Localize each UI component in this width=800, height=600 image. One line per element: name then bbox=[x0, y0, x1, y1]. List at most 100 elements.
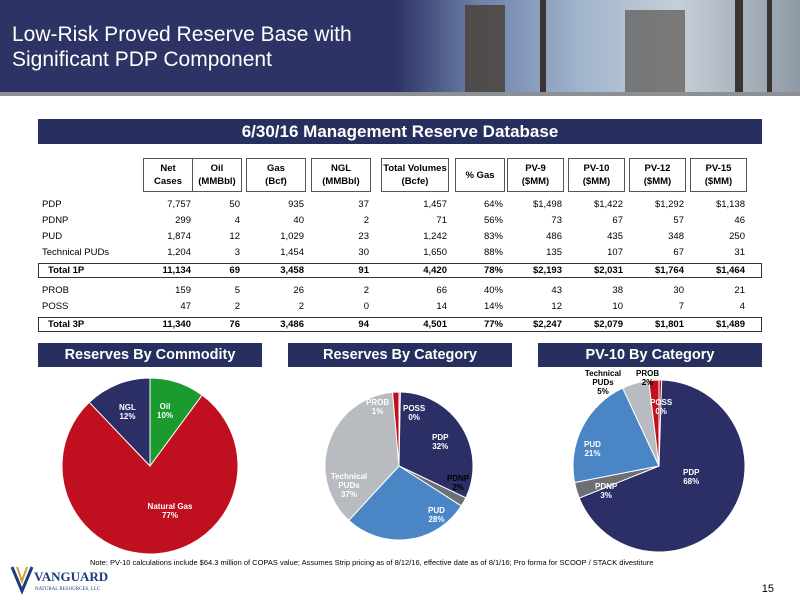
column-header: Net Cases bbox=[143, 158, 193, 192]
category-banner: Reserves By Category bbox=[288, 343, 512, 367]
pie-slice bbox=[149, 377, 203, 468]
table-cell: 4 bbox=[739, 301, 745, 312]
table-cell: 50 bbox=[229, 199, 240, 210]
pie-slice-label: PROB 2% bbox=[636, 369, 660, 387]
row-label: Technical PUDs bbox=[42, 247, 110, 258]
table-cell: 57 bbox=[673, 215, 684, 226]
pie-slice bbox=[648, 379, 660, 467]
column-header: Oil (MMBbl) bbox=[192, 158, 242, 192]
table-cell: 486 bbox=[546, 231, 562, 242]
table-cell: 67 bbox=[673, 247, 684, 258]
column-header: NGL (MMBbl) bbox=[311, 158, 371, 192]
column-header: Total Volumes (Bcfe) bbox=[381, 158, 449, 192]
column-header: PV-15 ($MM) bbox=[690, 158, 747, 192]
table-cell: 7,757 bbox=[167, 199, 191, 210]
table-cell: 935 bbox=[288, 199, 304, 210]
table-cell: 69 bbox=[229, 265, 240, 276]
table-cell: 26 bbox=[293, 285, 304, 296]
pie-slice-label: PUD 21% bbox=[584, 440, 601, 458]
table-cell: $1,422 bbox=[593, 199, 623, 210]
pie-slice-label: Oil 10% bbox=[157, 402, 174, 420]
table-cell: 107 bbox=[607, 247, 623, 258]
table-cell: 71 bbox=[436, 215, 447, 226]
table-cell: 40% bbox=[483, 285, 503, 296]
table-cell: 10 bbox=[612, 301, 623, 312]
table-cell: 1,650 bbox=[423, 247, 447, 258]
table-cell: $1,292 bbox=[654, 199, 684, 210]
table-cell: 1,457 bbox=[423, 199, 447, 210]
table-cell: 4,501 bbox=[423, 319, 447, 330]
table-cell: 11,134 bbox=[162, 265, 191, 276]
table-cell: 46 bbox=[734, 215, 745, 226]
row-label: Total 1P bbox=[48, 265, 85, 276]
pie-slice bbox=[61, 394, 239, 555]
row-label: POSS bbox=[42, 301, 69, 312]
table-cell: 12 bbox=[551, 301, 562, 312]
logo-sub: NATURAL RESOURCES, LLC bbox=[35, 587, 101, 592]
table-cell: 30 bbox=[673, 285, 684, 296]
row-label: PDNP bbox=[42, 215, 69, 226]
table-cell: 435 bbox=[607, 231, 623, 242]
table-cell: 1,029 bbox=[280, 231, 304, 242]
table-cell: 4,420 bbox=[423, 265, 447, 276]
table-cell: 76 bbox=[229, 319, 240, 330]
header-photo bbox=[395, 0, 800, 92]
row-label: PDP bbox=[42, 199, 62, 210]
table-cell: 4 bbox=[234, 215, 240, 226]
pie-slice bbox=[398, 391, 401, 467]
column-header: PV-10 ($MM) bbox=[568, 158, 625, 192]
pie-slice-label: PDNP 3% bbox=[595, 482, 618, 500]
row-label: Total 3P bbox=[48, 319, 85, 330]
table-cell: $2,247 bbox=[532, 319, 562, 330]
table-cell: $1,764 bbox=[654, 265, 684, 276]
column-header: PV-12 ($MM) bbox=[629, 158, 686, 192]
pie-slice-label: PUD 28% bbox=[428, 506, 445, 524]
pie-slice-label: Natural Gas 77% bbox=[147, 502, 193, 520]
pie-slice-label: Technical PUDs 37% bbox=[330, 472, 368, 499]
table-cell: 2 bbox=[298, 301, 304, 312]
table-cell: 56% bbox=[483, 215, 503, 226]
table-cell: 1,242 bbox=[423, 231, 447, 242]
table-cell: 30 bbox=[358, 247, 369, 258]
table-cell: 5 bbox=[234, 285, 240, 296]
pie-slice-label: POSS 0% bbox=[403, 404, 426, 422]
table-cell: 37 bbox=[358, 199, 369, 210]
table-cell: 88% bbox=[483, 247, 503, 258]
table-cell: 135 bbox=[546, 247, 562, 258]
table-cell: 73 bbox=[551, 215, 562, 226]
table-cell: 348 bbox=[668, 231, 684, 242]
table-cell: $1,498 bbox=[532, 199, 562, 210]
table-cell: 1,454 bbox=[280, 247, 304, 258]
table-cell: 12 bbox=[229, 231, 240, 242]
pv10-banner: PV-10 By Category bbox=[538, 343, 762, 367]
table-cell: 31 bbox=[734, 247, 745, 258]
footnote: Note: PV-10 calculations include $64.3 m… bbox=[90, 558, 654, 567]
table-cell: $2,031 bbox=[593, 265, 623, 276]
column-header: PV-9 ($MM) bbox=[507, 158, 564, 192]
table-cell: 3,486 bbox=[280, 319, 304, 330]
row-label: PUD bbox=[42, 231, 63, 242]
table-cell: 11,340 bbox=[162, 319, 191, 330]
pie-slice bbox=[658, 379, 663, 467]
table-cell: 66 bbox=[436, 285, 447, 296]
table-cell: 91 bbox=[358, 265, 369, 276]
table-cell: 47 bbox=[180, 301, 191, 312]
pie-slice-label: NGL 12% bbox=[119, 403, 136, 421]
table-cell: 77% bbox=[483, 319, 503, 330]
table-cell: 14 bbox=[436, 301, 447, 312]
pie-slice bbox=[392, 391, 400, 467]
page-number: 15 bbox=[761, 583, 774, 595]
table-cell: 1,204 bbox=[167, 247, 191, 258]
table-cell: 3,458 bbox=[280, 265, 304, 276]
divider bbox=[0, 92, 800, 96]
table-cell: 94 bbox=[358, 319, 369, 330]
table-cell: 159 bbox=[175, 285, 191, 296]
pie-slice-label: POSS 0% bbox=[650, 398, 673, 416]
table-cell: $2,193 bbox=[532, 265, 562, 276]
pie-slice bbox=[622, 380, 660, 467]
table-cell: 38 bbox=[612, 285, 623, 296]
page-title-line1: Low-Risk Proved Reserve Base with bbox=[12, 23, 352, 46]
total-row-box bbox=[38, 263, 762, 278]
company-logo: VANGUARD NATURAL RESOURCES, LLC bbox=[8, 561, 118, 595]
table-cell: 23 bbox=[358, 231, 369, 242]
